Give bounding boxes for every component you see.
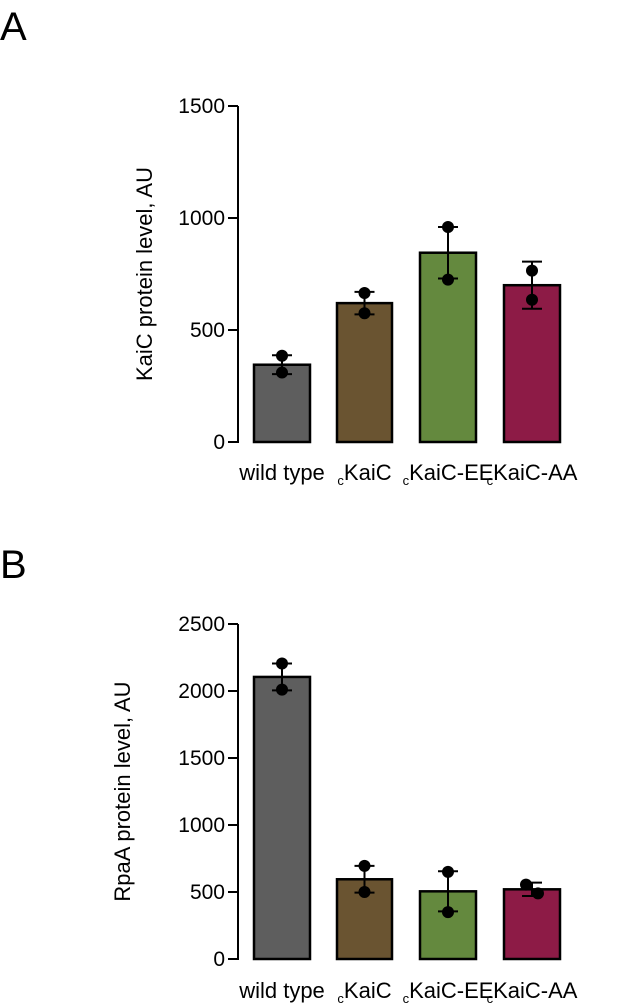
data-point bbox=[526, 264, 538, 277]
category-name: KaiC-EE bbox=[409, 978, 493, 1003]
data-point bbox=[276, 683, 288, 696]
category-name: KaiC bbox=[344, 978, 392, 1003]
category-subscript: c bbox=[337, 473, 344, 488]
data-point bbox=[520, 878, 532, 891]
data-point bbox=[358, 287, 371, 300]
bar bbox=[252, 675, 312, 961]
data-point bbox=[526, 293, 538, 306]
chart-kaic: 0 500 1000 1500 KaiC protein level, AU wild t… bbox=[132, 95, 578, 488]
category-name: KaiC bbox=[344, 460, 392, 485]
y-tick-label: 2500 bbox=[178, 613, 225, 636]
data-point bbox=[442, 273, 454, 286]
y-tick-label: 1500 bbox=[178, 95, 225, 118]
data-point bbox=[358, 859, 371, 872]
category-name: KaiC-EE bbox=[409, 460, 493, 485]
y-tick-label: 500 bbox=[190, 881, 225, 904]
x-category-label: cKaiC bbox=[337, 460, 391, 488]
category-subscript: c bbox=[487, 991, 494, 1006]
y-tick-label: 1500 bbox=[178, 747, 225, 770]
x-category-label: wild type bbox=[238, 460, 325, 485]
panel-label-b: B bbox=[0, 543, 27, 587]
data-point bbox=[358, 307, 371, 320]
data-point bbox=[276, 349, 288, 362]
category-name: KaiC-AA bbox=[493, 978, 578, 1003]
category-subscript: c bbox=[487, 473, 494, 488]
x-category-label: wild type bbox=[238, 978, 325, 1003]
data-point bbox=[442, 906, 454, 919]
category-name: wild type bbox=[238, 978, 325, 1003]
y-tick-label: 0 bbox=[213, 431, 225, 454]
y-axis-label: KaiC protein level, AU bbox=[132, 167, 157, 381]
x-category-label: cKaiC bbox=[337, 978, 391, 1006]
data-point bbox=[442, 220, 454, 233]
y-tick-label: 1000 bbox=[178, 814, 225, 837]
category-subscript: c bbox=[403, 473, 410, 488]
panel-label-a: A bbox=[0, 5, 27, 49]
x-category-label: cKaiC-EE bbox=[403, 978, 494, 1006]
y-tick-label: 0 bbox=[213, 948, 225, 971]
x-category-label: cKaiC-AA bbox=[487, 978, 578, 1006]
category-name: wild type bbox=[238, 460, 325, 485]
data-point bbox=[276, 366, 288, 379]
chart-rpaa: 0 500 1000 1500 2000 2500 RpaA protein level, … bbox=[110, 613, 578, 1006]
y-tick-label: 1000 bbox=[178, 207, 225, 230]
y-axis-label: RpaA protein level, AU bbox=[110, 681, 135, 901]
x-category-label: cKaiC-AA bbox=[487, 460, 578, 488]
y-tick-label: 500 bbox=[190, 319, 225, 342]
data-point bbox=[358, 886, 371, 898]
data-point bbox=[276, 657, 288, 670]
bar bbox=[502, 283, 562, 444]
category-subscript: c bbox=[403, 991, 410, 1006]
x-category-label: cKaiC-EE bbox=[403, 460, 494, 488]
data-point bbox=[442, 865, 454, 878]
category-name: KaiC-AA bbox=[493, 460, 578, 485]
y-tick-label: 2000 bbox=[178, 680, 225, 703]
category-subscript: c bbox=[337, 991, 344, 1006]
bar bbox=[502, 888, 562, 961]
data-point bbox=[532, 887, 544, 900]
bar bbox=[335, 301, 394, 444]
